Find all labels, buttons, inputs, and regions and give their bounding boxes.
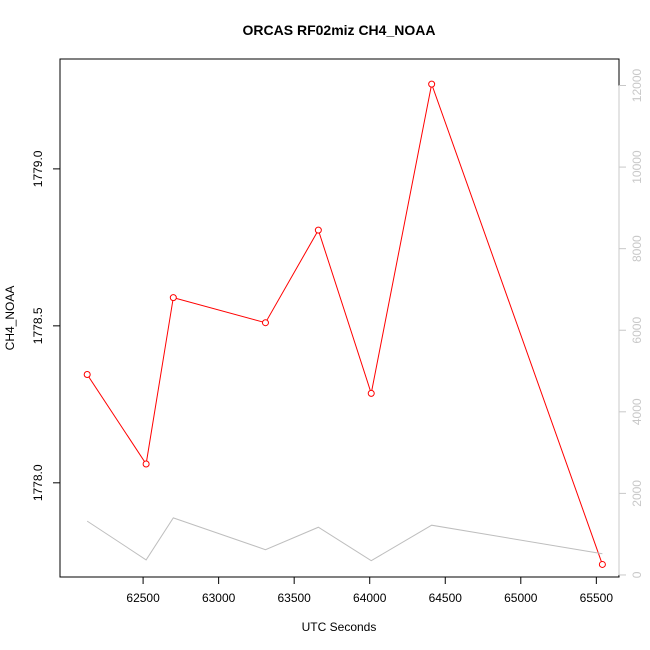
y2-tick-label: 4000 — [630, 398, 644, 425]
y-tick-label: 1779.0 — [31, 150, 45, 187]
x-tick-label: 63500 — [277, 591, 311, 605]
chart-title: ORCAS RF02miz CH4_NOAA — [243, 22, 436, 38]
y2-tick-label: 8000 — [630, 235, 644, 262]
x-axis: 62500 63000 63500 64000 64500 65000 65500 — [126, 576, 614, 605]
y2-tick-label: 0 — [630, 571, 644, 578]
series-1-line — [86, 82, 603, 565]
series-2-line — [86, 517, 603, 562]
x-tick-label: 64000 — [353, 591, 387, 605]
x-tick-label: 62500 — [126, 591, 160, 605]
series-1-point — [598, 560, 606, 568]
y2-tick-label: 2000 — [630, 480, 644, 507]
x-axis-label: UTC Seconds — [302, 620, 377, 634]
x-tick-label: 64500 — [429, 591, 463, 605]
plot-area-frame — [59, 58, 620, 578]
series-1-point — [367, 389, 375, 397]
y2-tick-label: 10000 — [630, 150, 644, 184]
y-tick-label: 1778.5 — [31, 307, 45, 344]
series-1-point — [169, 294, 177, 302]
y-tick-label: 1778.0 — [31, 464, 45, 501]
y2-tick-label: 12000 — [630, 69, 644, 103]
series-1-point — [261, 319, 269, 327]
series-layer — [83, 80, 606, 568]
x-tick-label: 63000 — [202, 591, 236, 605]
series-1-point — [83, 371, 91, 379]
series-1-point — [142, 460, 150, 468]
y-axis-label: CH4_NOAA — [3, 286, 17, 351]
x-tick-label: 65500 — [580, 591, 614, 605]
series-1-point — [314, 226, 322, 234]
y2-tick-label: 6000 — [630, 317, 644, 344]
y2-axis: 0 2000 4000 6000 8000 10000 12000 — [618, 69, 644, 578]
y-axis: 1778.0 1778.5 1779.0 — [31, 150, 61, 501]
series-1-point — [428, 80, 436, 88]
x-tick-label: 65000 — [504, 591, 538, 605]
